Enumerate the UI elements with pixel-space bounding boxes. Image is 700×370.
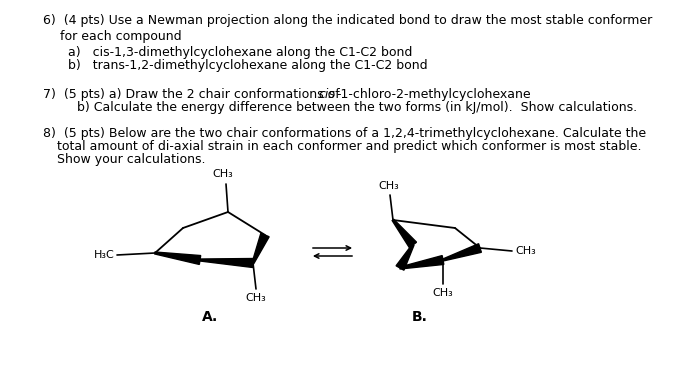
Text: b) Calculate the energy difference between the two forms (in kJ/mol).  Show calc: b) Calculate the energy difference betwe… [57,101,637,114]
Text: a)   cis-1,3-dimethylcyclohexane along the C1-C2 bond: a) cis-1,3-dimethylcyclohexane along the… [68,46,412,59]
Text: total amount of di-axial strain in each conformer and predict which conformer is: total amount of di-axial strain in each … [57,140,641,153]
Polygon shape [252,233,269,263]
Text: CH₃: CH₃ [379,181,400,191]
Text: cis: cis [318,88,335,101]
Polygon shape [155,252,201,265]
Polygon shape [392,219,416,248]
Polygon shape [396,245,414,270]
Text: 6)  (4 pts) Use a Newman projection along the indicated bond to draw the most st: 6) (4 pts) Use a Newman projection along… [43,14,652,27]
Text: CH₃: CH₃ [213,169,233,179]
Text: A.: A. [202,310,218,324]
Polygon shape [200,259,253,268]
Text: for each compound: for each compound [60,30,181,43]
Text: b)   trans-1,2-dimethylcyclohexane along the C1-C2 bond: b) trans-1,2-dimethylcyclohexane along t… [68,59,428,72]
Polygon shape [400,256,444,269]
Text: CH₃: CH₃ [246,293,267,303]
Polygon shape [442,244,482,261]
Text: B.: B. [412,310,428,324]
Text: -1-chloro-2-methylcyclohexane: -1-chloro-2-methylcyclohexane [336,88,531,101]
Text: CH₃: CH₃ [515,246,536,256]
Text: Show your calculations.: Show your calculations. [57,153,206,166]
Text: H₃C: H₃C [94,250,115,260]
Text: CH₃: CH₃ [433,288,454,298]
Text: 8)  (5 pts) Below are the two chair conformations of a 1,2,4-trimethylcyclohexan: 8) (5 pts) Below are the two chair confo… [43,127,646,140]
Text: 7)  (5 pts) a) Draw the 2 chair conformations of: 7) (5 pts) a) Draw the 2 chair conformat… [43,88,344,101]
